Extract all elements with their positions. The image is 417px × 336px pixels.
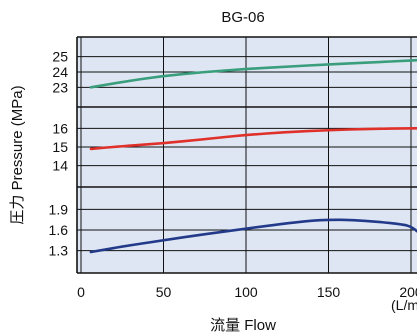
plot-area bbox=[77, 37, 417, 273]
x-tick-label: 150 bbox=[317, 284, 341, 300]
series-line bbox=[89, 58, 417, 89]
y-tick-label: 24 bbox=[52, 64, 68, 80]
y-tick-label: 16 bbox=[52, 120, 68, 136]
y-tick-label: 14 bbox=[52, 158, 68, 174]
y-tick-label: 23 bbox=[52, 79, 68, 95]
y-tick-label: 1.3 bbox=[49, 243, 69, 259]
series-lines bbox=[89, 58, 417, 254]
x-tick-label: 100 bbox=[234, 284, 258, 300]
x-tick-labels: 0 50 100 150 200 bbox=[77, 284, 417, 300]
y-tick-label: 1.6 bbox=[49, 222, 69, 238]
series-line bbox=[89, 218, 417, 254]
plot-frame bbox=[76, 36, 417, 274]
x-tick-label: 0 bbox=[77, 284, 85, 300]
y-tick-label: 15 bbox=[52, 139, 68, 155]
x-axis-unit: (L/min) bbox=[391, 297, 417, 313]
y-axis-label: 圧力 Pressure (MPa) bbox=[9, 85, 26, 224]
y-tick-label: 1.9 bbox=[49, 201, 69, 217]
series-line bbox=[89, 127, 417, 151]
x-tick-label: 50 bbox=[156, 284, 172, 300]
x-axis-label: 流量 Flow bbox=[210, 317, 276, 334]
chart-title: BG-06 bbox=[221, 9, 264, 26]
x-tick-label: 200 bbox=[399, 284, 417, 300]
y-tick-label: 25 bbox=[52, 49, 68, 65]
